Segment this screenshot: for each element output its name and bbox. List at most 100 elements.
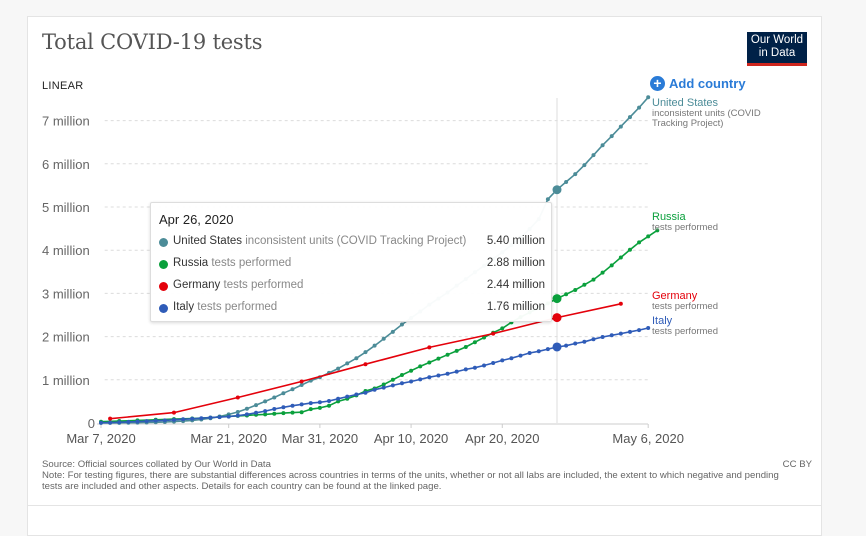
data-point-russia[interactable]	[263, 412, 268, 417]
data-point-united-states[interactable]	[363, 350, 368, 355]
data-point-italy[interactable]	[591, 337, 596, 342]
data-point-italy[interactable]	[573, 341, 578, 346]
data-point-united-states[interactable]	[372, 343, 377, 348]
series-line-italy[interactable]	[100, 327, 649, 424]
data-point-italy[interactable]	[518, 353, 523, 358]
data-point-italy[interactable]	[390, 383, 395, 388]
data-point-italy[interactable]	[399, 381, 404, 386]
data-point-italy[interactable]	[181, 417, 186, 422]
data-point-germany[interactable]	[618, 301, 623, 306]
data-point-germany[interactable]	[299, 379, 304, 384]
data-point-germany[interactable]	[235, 395, 240, 400]
data-point-italy[interactable]	[564, 343, 569, 348]
data-point-italy[interactable]	[445, 371, 450, 376]
legend-russia[interactable]: Russia tests performed	[652, 212, 718, 233]
owid-logo[interactable]: Our World in Data	[747, 32, 807, 66]
data-point-united-states[interactable]	[235, 409, 240, 414]
data-point-italy[interactable]	[199, 416, 204, 421]
data-point-russia[interactable]	[591, 277, 596, 282]
source-text[interactable]: Source: Official sources collated by Our…	[42, 459, 271, 470]
data-point-united-states[interactable]	[646, 95, 651, 100]
data-point-united-states[interactable]	[336, 366, 341, 371]
data-point-italy[interactable]	[162, 418, 167, 423]
data-point-italy[interactable]	[354, 392, 359, 397]
data-point-united-states[interactable]	[263, 399, 268, 404]
data-point-italy[interactable]	[482, 363, 487, 368]
data-point-italy[interactable]	[509, 356, 514, 361]
data-point-italy[interactable]	[500, 358, 505, 363]
data-point-united-states[interactable]	[582, 163, 587, 168]
data-point-united-states[interactable]	[354, 356, 359, 361]
data-point-italy[interactable]	[491, 360, 496, 365]
data-point-united-states[interactable]	[618, 124, 623, 129]
data-point-italy[interactable]	[463, 367, 468, 372]
scale-toggle[interactable]: LINEAR	[42, 80, 84, 92]
data-point-russia[interactable]	[600, 270, 605, 275]
data-point-italy[interactable]	[144, 419, 149, 424]
data-point-russia[interactable]	[427, 360, 432, 365]
data-point-russia[interactable]	[637, 240, 642, 245]
data-point-russia[interactable]	[500, 326, 505, 331]
data-point-italy[interactable]	[272, 406, 277, 411]
data-point-united-states[interactable]	[281, 391, 286, 396]
legend-italy[interactable]: Italy tests performed	[652, 316, 718, 337]
data-point-italy[interactable]	[290, 403, 295, 408]
data-point-russia[interactable]	[290, 410, 295, 415]
data-point-united-states[interactable]	[254, 403, 259, 408]
data-point-russia[interactable]	[646, 234, 651, 239]
data-point-united-states[interactable]	[564, 179, 569, 184]
data-point-united-states[interactable]	[272, 395, 277, 400]
data-point-russia[interactable]	[409, 368, 414, 373]
data-point-russia[interactable]	[390, 377, 395, 382]
data-point-russia[interactable]	[327, 403, 331, 408]
data-point-italy[interactable]	[244, 412, 249, 417]
data-point-italy[interactable]	[536, 349, 541, 354]
data-point-italy[interactable]	[372, 387, 377, 392]
data-point-russia[interactable]	[454, 348, 459, 353]
legend-germany[interactable]: Germany tests performed	[652, 291, 718, 312]
data-point-germany[interactable]	[491, 331, 496, 336]
data-point-united-states[interactable]	[290, 387, 295, 392]
data-point-italy[interactable]	[254, 410, 259, 415]
data-point-italy[interactable]	[317, 400, 322, 405]
data-point-italy[interactable]	[327, 398, 331, 403]
add-country-button[interactable]: + Add country	[650, 76, 746, 91]
data-point-russia[interactable]	[627, 247, 632, 252]
data-point-united-states[interactable]	[600, 143, 605, 148]
data-point-germany[interactable]	[427, 345, 432, 350]
data-point-italy[interactable]	[153, 418, 158, 423]
data-point-russia[interactable]	[381, 382, 386, 387]
data-point-italy[interactable]	[436, 373, 441, 378]
data-point-united-states[interactable]	[381, 336, 386, 341]
data-point-italy[interactable]	[363, 390, 368, 395]
data-point-italy[interactable]	[226, 414, 231, 419]
data-point-germany[interactable]	[108, 416, 113, 421]
data-point-russia[interactable]	[609, 263, 614, 268]
data-point-italy[interactable]	[627, 329, 632, 334]
legend-united-states[interactable]: United States inconsistent units (COVID T…	[652, 98, 782, 129]
data-point-russia[interactable]	[299, 410, 304, 415]
data-point-russia[interactable]	[472, 340, 477, 345]
data-point-italy[interactable]	[135, 419, 140, 424]
data-point-italy[interactable]	[308, 401, 313, 406]
data-point-united-states[interactable]	[345, 361, 350, 366]
data-point-united-states[interactable]	[244, 406, 249, 411]
data-point-italy[interactable]	[99, 420, 103, 425]
data-point-russia[interactable]	[418, 364, 423, 369]
data-point-russia[interactable]	[564, 292, 569, 297]
data-point-united-states[interactable]	[591, 153, 596, 158]
data-point-russia[interactable]	[573, 287, 578, 292]
data-point-russia[interactable]	[618, 255, 623, 260]
data-point-italy[interactable]	[345, 394, 350, 399]
data-point-russia[interactable]	[281, 411, 286, 416]
data-point-united-states[interactable]	[390, 329, 395, 334]
data-point-italy[interactable]	[418, 377, 423, 382]
data-point-russia[interactable]	[272, 411, 277, 416]
data-point-italy[interactable]	[217, 415, 222, 420]
data-point-russia[interactable]	[655, 228, 660, 233]
data-point-italy[interactable]	[299, 402, 304, 407]
data-point-italy[interactable]	[409, 379, 414, 384]
data-point-united-states[interactable]	[545, 197, 550, 202]
data-point-italy[interactable]	[618, 331, 623, 336]
data-point-italy[interactable]	[281, 405, 286, 410]
